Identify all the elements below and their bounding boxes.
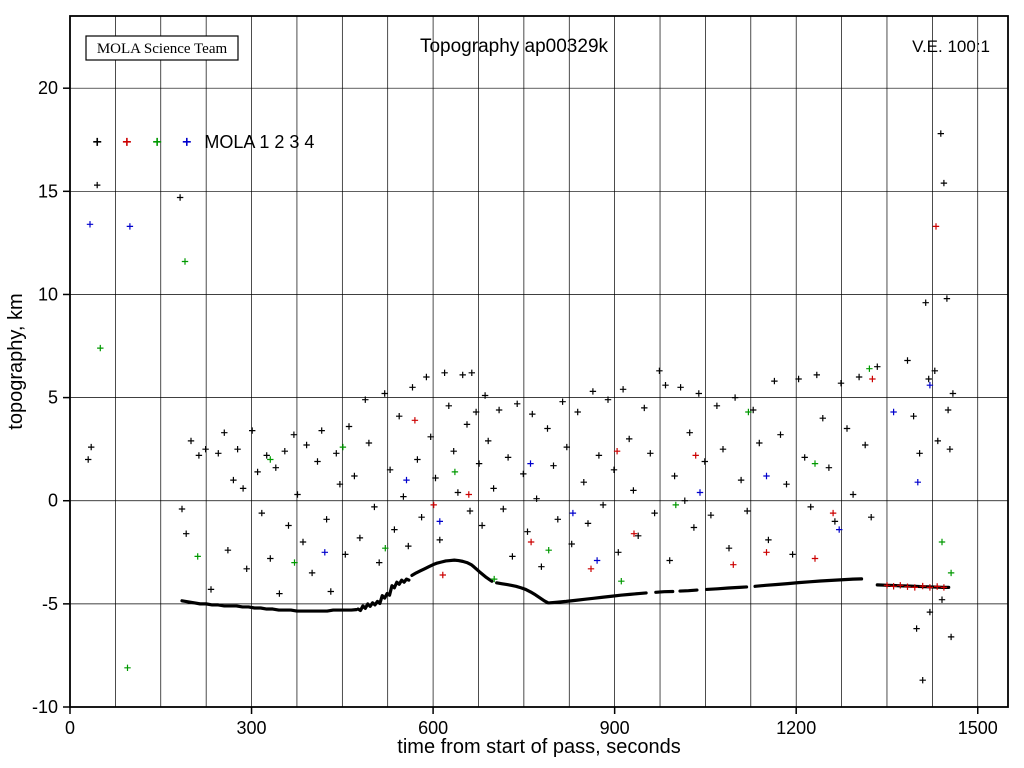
x-tick-label: 1500 [958, 718, 998, 738]
scatter-series-4 [86, 221, 934, 564]
y-tick-label: 20 [38, 78, 58, 98]
plot-frame [69, 15, 1009, 708]
x-tick-label: 300 [237, 718, 267, 738]
vertical-exaggeration-label: V.E. 100:1 [912, 37, 990, 56]
legend: MOLA 1 2 3 4 [93, 132, 314, 152]
chart-title: Topography ap00329k [420, 36, 609, 57]
science-team-badge: MOLA Science Team [97, 41, 228, 57]
scatter-series-3 [97, 258, 955, 671]
tick-labels: 0 300 600 900 1200 1500 -10 -5 0 5 10 15 20 [32, 78, 998, 738]
x-tick-label: 1200 [776, 718, 816, 738]
science-team-badge-box [85, 35, 239, 61]
y-tick-label: 5 [48, 388, 58, 408]
x-tick-label: 0 [65, 718, 75, 738]
x-axis-label: time from start of pass, seconds [397, 736, 680, 758]
x-tick-label: 900 [600, 718, 630, 738]
legend-label: MOLA 1 2 3 4 [204, 132, 314, 152]
y-tick-label: -5 [42, 594, 58, 614]
legend-marker-1 [93, 137, 102, 146]
legend-marker-2 [122, 137, 131, 146]
y-tick-label: -10 [32, 697, 58, 717]
x-tick-label: 600 [418, 718, 448, 738]
legend-marker-4 [182, 137, 191, 146]
y-tick-label: 10 [38, 284, 58, 304]
legend-marker-3 [153, 137, 162, 146]
y-tick-label: 15 [38, 181, 58, 201]
y-axis-label: topography, km [5, 293, 27, 429]
y-tick-label: 0 [48, 491, 58, 511]
tick-marks [63, 87, 979, 714]
